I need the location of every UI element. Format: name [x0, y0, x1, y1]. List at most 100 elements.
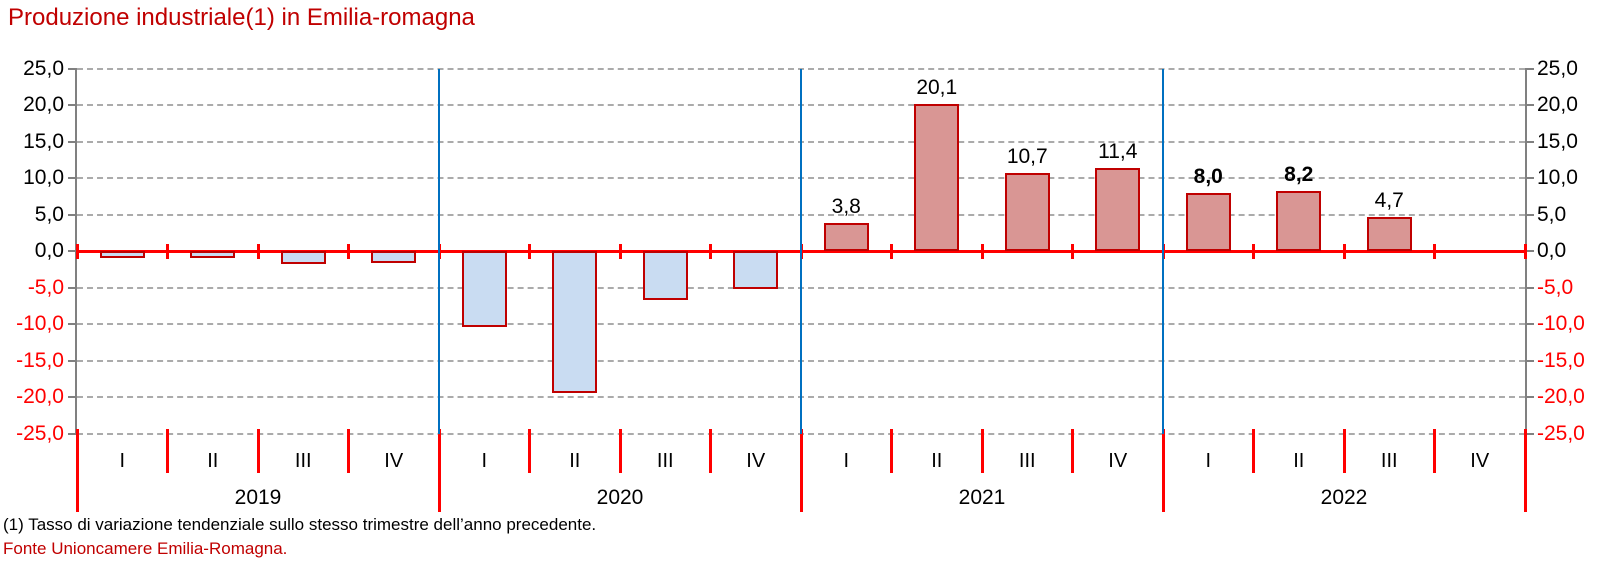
zero-line-tick-1 — [166, 243, 169, 259]
quarter-label-2022-I: I — [1205, 450, 1212, 472]
zero-line-tick-0 — [75, 243, 79, 259]
bar-value-label-2022-II: 8,2 — [1284, 163, 1314, 187]
y-axis-label-left-5: 5,0 — [34, 202, 64, 226]
y-axis-label-right-10: 10,0 — [1537, 166, 1578, 189]
quarter-tick-1 — [166, 429, 169, 473]
quarter-label-2021-I: I — [843, 450, 850, 472]
quarter-tick-13 — [1252, 429, 1255, 473]
left-axis-tick--25 — [68, 432, 77, 435]
quarter-tick-5 — [528, 429, 531, 473]
left-axis-tick-25 — [68, 67, 77, 70]
right-axis-tick-15 — [1525, 140, 1534, 143]
quarter-label-2022-IV: IV — [1470, 450, 1490, 472]
bar-2019-IV — [371, 251, 417, 263]
year-boundary-line-12 — [1161, 429, 1165, 512]
left-axis-tick--5 — [68, 286, 77, 289]
quarter-label-2019-III: III — [294, 450, 312, 472]
right-axis-tick--25 — [1525, 432, 1534, 435]
bar-2022-III — [1366, 216, 1412, 251]
y-axis-label-left--10: -10,0 — [16, 312, 64, 335]
zero-line-tick-11 — [1071, 243, 1074, 259]
bar-2022-I — [1185, 192, 1231, 251]
bar-value-label-2021-IV: 11,4 — [1098, 139, 1138, 163]
quarter-tick-6 — [618, 429, 622, 473]
y-axis-label-right--5: -5,0 — [1537, 275, 1574, 299]
quarter-tick-3 — [347, 429, 350, 473]
y-axis-label-right-0: 0,0 — [1537, 239, 1567, 262]
y-axis-label-left-10: 10,0 — [23, 166, 64, 189]
left-axis-tick--20 — [68, 396, 77, 398]
y-axis-label-right--20: -20,0 — [1537, 385, 1585, 408]
left-axis-tick-20 — [68, 104, 77, 106]
bar-2021-III — [1004, 172, 1050, 251]
y-axis-label-left-0: 0,0 — [34, 239, 64, 262]
left-axis-tick-5 — [68, 213, 77, 216]
bar-value-label-2021-I: 3,8 — [831, 195, 861, 219]
quarter-label-2021-II: II — [931, 450, 943, 472]
source-note: Fonte Unioncamere Emilia-Romagna. — [3, 539, 288, 558]
y-axis-label-left--5: -5,0 — [27, 275, 64, 299]
y-axis-label-right-20: 20,0 — [1537, 93, 1578, 116]
zero-line-tick-2 — [256, 243, 260, 259]
y-axis-label-left-15: 15,0 — [23, 129, 64, 153]
zero-line-tick-3 — [347, 243, 350, 259]
y-axis-label-right-15: 15,0 — [1537, 129, 1578, 153]
y-axis-label-right-25: 25,0 — [1537, 56, 1578, 80]
quarter-tick-15 — [1433, 429, 1436, 473]
year-label-2021: 2021 — [958, 486, 1006, 509]
bar-value-label-2022-III: 4,7 — [1374, 188, 1404, 212]
right-axis-tick-0 — [1525, 250, 1534, 252]
chart-title: Produzione industriale(1) in Emilia-roma… — [8, 4, 475, 31]
quarter-tick-9 — [890, 429, 893, 473]
bar-value-label-2021-III: 10,7 — [1006, 144, 1048, 168]
left-axis-tick-15 — [68, 140, 77, 143]
quarter-label-2020-II: II — [569, 450, 581, 472]
right-axis-tick-25 — [1525, 67, 1534, 70]
left-axis-tick-0 — [68, 250, 77, 252]
zero-line-tick-9 — [890, 243, 893, 259]
quarter-label-2019-II: II — [207, 450, 219, 472]
bar-value-label-2022-I: 8,0 — [1193, 164, 1223, 188]
year-label-2022: 2022 — [1320, 486, 1368, 509]
zero-line-tick-16 — [1523, 243, 1527, 259]
bar-2019-III — [280, 251, 326, 265]
zero-line-tick-7 — [709, 243, 712, 259]
quarter-label-2022-III: III — [1380, 450, 1398, 472]
left-axis-tick-10 — [68, 177, 77, 179]
year-boundary-line-0 — [75, 429, 79, 512]
quarter-label-2021-IV: IV — [1108, 450, 1128, 472]
quarter-tick-14 — [1342, 429, 1346, 473]
right-axis-tick--10 — [1525, 323, 1534, 325]
right-axis-tick-20 — [1525, 104, 1534, 106]
y-axis-label-left-25: 25,0 — [23, 56, 64, 80]
right-axis-tick--15 — [1525, 359, 1534, 362]
bar-2022-II — [1276, 191, 1322, 251]
right-axis-tick--20 — [1525, 396, 1534, 398]
y-axis-label-left--20: -20,0 — [16, 385, 64, 408]
bar-2021-I — [823, 223, 869, 251]
bar-2021-IV — [1095, 167, 1141, 251]
bar-2019-I — [99, 251, 145, 258]
y-axis-label-right--25: -25,0 — [1537, 421, 1585, 445]
bar-2020-IV — [733, 251, 779, 289]
zero-line-tick-10 — [980, 243, 984, 259]
zero-line-tick-14 — [1342, 243, 1346, 259]
y-axis-label-left--25: -25,0 — [16, 421, 64, 445]
right-axis-tick-5 — [1525, 213, 1534, 216]
quarter-label-2020-III: III — [656, 450, 674, 472]
quarter-tick-11 — [1071, 429, 1074, 473]
y-axis-label-left--15: -15,0 — [16, 348, 64, 372]
year-boundary-line-4 — [437, 429, 441, 512]
year-separator-line-12 — [1162, 68, 1164, 434]
zero-line-tick-13 — [1252, 243, 1255, 259]
zero-line-tick-15 — [1433, 243, 1436, 259]
bar-2020-II — [552, 251, 598, 393]
quarter-tick-7 — [709, 429, 712, 473]
quarter-label-2022-II: II — [1293, 450, 1305, 472]
y-axis-label-right-5: 5,0 — [1537, 202, 1567, 226]
bar-2021-II — [914, 104, 960, 251]
year-boundary-line-16 — [1523, 429, 1527, 512]
footnote: (1) Tasso di variazione tendenziale sull… — [3, 515, 597, 534]
